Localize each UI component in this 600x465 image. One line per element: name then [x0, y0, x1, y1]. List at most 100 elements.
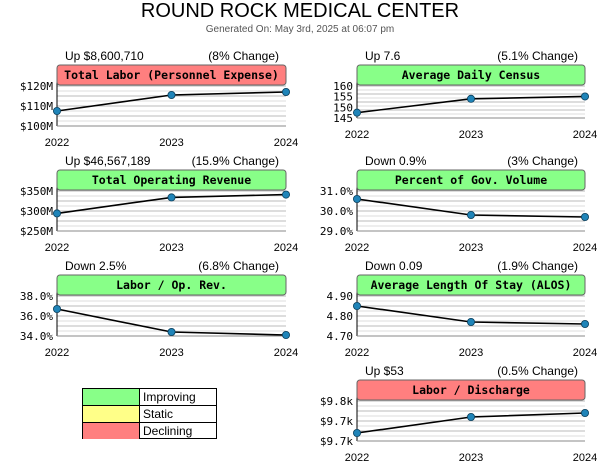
data-point	[581, 212, 590, 221]
chart-average-length-of-stay-alos: Down 0.09 (1.9% Change) 4.70 4.80 4.90 2022 20…	[327, 259, 598, 359]
summary-average-daily-census: Up 7.6	[365, 49, 401, 63]
change-percent-of-gov-volume: (3% Change)	[507, 154, 578, 168]
y-tick-label: 155	[333, 91, 353, 104]
data-point	[53, 304, 62, 313]
x-tick-label: 2023	[159, 347, 183, 359]
change-labor-discharge: (0.5% Change)	[497, 364, 578, 378]
data-point	[581, 319, 590, 328]
chart-labor-discharge: Up $53 (0.5% Change) $9.7k $9.7k $9.8k 2022 20…	[320, 364, 597, 464]
data-point	[167, 91, 176, 100]
x-tick-label: 2022	[45, 137, 69, 149]
y-tick-label: $9.8k	[320, 395, 353, 408]
x-tick-label: 2023	[459, 242, 483, 254]
change-average-daily-census: (5.1% Change)	[497, 49, 578, 63]
change-total-operating-revenue: (15.9% Change)	[192, 154, 279, 168]
summary-total-operating-revenue: Up $46,567,189	[65, 154, 151, 168]
change-average-length-of-stay-alos: (1.9% Change)	[497, 259, 578, 273]
y-tick-label: $100M	[20, 120, 53, 133]
page-subtitle: Generated On: May 3rd, 2025 at 06:07 pm	[205, 24, 395, 35]
data-point	[466, 412, 475, 421]
x-tick-label: 2022	[45, 347, 69, 359]
change-total-labor-personnel-expense: (8% Change)	[208, 49, 279, 63]
y-tick-label: $110M	[20, 100, 53, 113]
y-tick-label: 4.90	[327, 290, 354, 303]
legend-item-static: Static	[83, 406, 216, 423]
y-tick-label: 38.0%	[20, 290, 53, 303]
y-tick-label: 29.0%	[320, 225, 353, 238]
x-tick-label: 2022	[345, 129, 369, 141]
title-bar-labor-op-rev	[56, 274, 287, 296]
data-point	[581, 92, 590, 101]
x-tick-label: 2023	[159, 242, 183, 254]
chart-title-labor-discharge: Labor / Discharge	[412, 383, 530, 397]
y-tick-label: 145	[333, 112, 353, 125]
data-point	[167, 193, 176, 202]
data-point	[53, 107, 62, 116]
y-tick-label: $120M	[20, 80, 53, 93]
legend-label-improving: Improving	[143, 390, 196, 404]
chart-title-total-operating-revenue: Total Operating Revenue	[92, 173, 251, 187]
title-bar-total-operating-revenue	[56, 169, 287, 191]
title-bar-percent-of-gov-volume	[356, 169, 586, 191]
data-point	[281, 88, 290, 97]
summary-labor-discharge: Up $53	[365, 364, 404, 378]
x-tick-label: 2023	[459, 452, 483, 464]
legend-item-improving: Improving	[83, 389, 216, 406]
x-tick-label: 2023	[459, 129, 483, 141]
x-tick-label: 2023	[459, 347, 483, 359]
data-point	[53, 209, 62, 218]
chart-title-percent-of-gov-volume: Percent of Gov. Volume	[395, 173, 547, 187]
y-tick-label: 150	[333, 101, 353, 114]
summary-average-length-of-stay-alos: Down 0.09	[365, 259, 423, 273]
summary-labor-op-rev: Down 2.5%	[65, 259, 127, 273]
x-tick-label: 2024	[573, 129, 597, 141]
x-tick-label: 2024	[274, 347, 298, 359]
chart-title-average-daily-census: Average Daily Census	[402, 68, 540, 82]
change-labor-op-rev: (6.8% Change)	[198, 259, 279, 273]
data-point	[352, 108, 361, 117]
title-bar-labor-discharge	[356, 379, 586, 401]
chart-total-labor-personnel-expense: Up $8,600,710 (8% Change) $100M $110M $120M 2…	[20, 49, 298, 149]
data-point	[352, 428, 361, 437]
y-tick-label: 4.70	[327, 330, 354, 343]
x-tick-label: 2024	[573, 452, 597, 464]
summary-total-labor-personnel-expense: Up $8,600,710	[65, 49, 144, 63]
data-point	[466, 317, 475, 326]
y-tick-label: $300M	[20, 205, 53, 218]
y-tick-label: 36.0%	[20, 310, 53, 323]
title-bar-average-length-of-stay-alos	[356, 274, 586, 296]
y-tick-label: 34.0%	[20, 330, 53, 343]
data-point	[352, 301, 361, 310]
chart-title-labor-op-rev: Labor / Op. Rev.	[116, 278, 227, 292]
title-bar-average-daily-census	[356, 64, 586, 86]
y-tick-label: 31.0%	[320, 185, 353, 198]
chart-labor-op-rev: Down 2.5% (6.8% Change) 34.0% 36.0% 38.0% 202…	[20, 259, 298, 359]
x-tick-label: 2022	[345, 242, 369, 254]
y-tick-label: $250M	[20, 225, 53, 238]
legend-label-declining: Declining	[143, 424, 193, 438]
data-point	[281, 330, 290, 339]
chart-percent-of-gov-volume: Down 0.9% (3% Change) 29.0% 30.0% 31.0% 2022 2…	[320, 154, 597, 254]
x-tick-label: 2022	[345, 452, 369, 464]
x-tick-label: 2022	[345, 347, 369, 359]
chart-title-average-length-of-stay-alos: Average Length Of Stay (ALOS)	[371, 278, 572, 292]
chart-total-operating-revenue: Up $46,567,189 (15.9% Change) $250M $300M $3…	[20, 154, 298, 254]
y-tick-label: $350M	[20, 185, 53, 198]
title-bar-total-labor-personnel-expense	[56, 64, 287, 86]
legend-item-declining: Declining	[83, 423, 216, 439]
x-tick-label: 2024	[573, 242, 597, 254]
page-title: ROUND ROCK MEDICAL CENTER	[140, 0, 460, 22]
y-tick-label: $9.7k	[320, 415, 353, 428]
data-point	[466, 210, 475, 219]
chart-title-total-labor-personnel-expense: Total Labor (Personnel Expense)	[64, 68, 279, 82]
data-point	[466, 94, 475, 103]
summary-percent-of-gov-volume: Down 0.9%	[365, 154, 427, 168]
data-point	[352, 194, 361, 203]
data-point	[281, 190, 290, 199]
x-tick-label: 2023	[159, 137, 183, 149]
x-tick-label: 2024	[274, 137, 298, 149]
x-tick-label: 2024	[573, 347, 597, 359]
x-tick-label: 2024	[274, 242, 298, 254]
